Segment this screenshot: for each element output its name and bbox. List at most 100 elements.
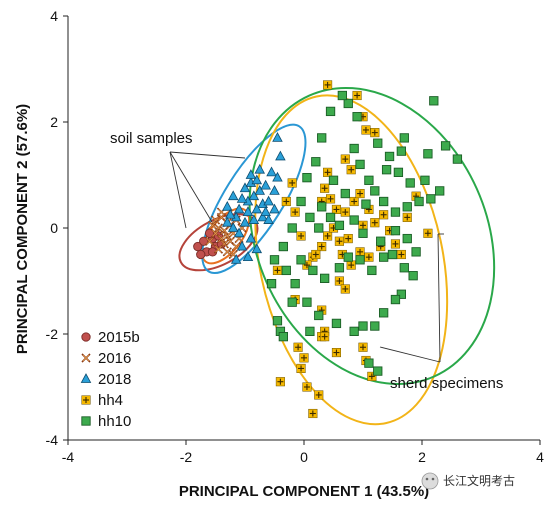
point-hh10 [402,233,412,244]
point-hh10 [390,207,401,217]
legend-marker-2015b [81,332,91,342]
point-2018 [245,169,257,179]
point-hh4 [352,90,362,101]
point-hh4 [346,165,356,175]
point-hh4 [317,242,327,252]
wechat-icon-eye-left [425,477,429,481]
point-2018 [272,171,283,182]
point-2016 [205,236,215,246]
point-hh10 [325,106,336,117]
point-hh10 [287,223,297,233]
point-hh10 [399,133,409,143]
point-2018 [269,203,280,214]
point-2018 [233,203,245,214]
point-hh4 [302,382,312,392]
point-hh10 [408,271,418,281]
point-2018 [236,240,248,251]
point-hh10 [370,321,380,331]
point-hh4 [275,377,285,387]
y-tick-label: -4 [46,432,59,448]
point-hh10 [269,255,280,265]
y-axis-title: PRINCIPAL COMPONENT 2 (57.6%) [14,104,31,354]
point-2018 [222,216,233,227]
x-tick-label: -4 [62,449,75,465]
point-2015b [193,241,203,252]
point-hh10 [314,223,324,233]
ellipse-2018 [201,123,307,275]
point-hh4 [296,363,306,373]
point-2018 [254,163,266,174]
point-hh10 [364,358,374,368]
legend-item-2015b: 2015b [81,329,140,346]
point-2018 [222,200,233,211]
point-hh10 [349,215,359,225]
point-hh10 [376,236,386,246]
point-hh10 [325,212,336,223]
point-hh4 [370,128,380,138]
legend: 2015b 2016 2018 hh4 hh10 [80,329,140,430]
point-hh10 [420,175,430,185]
sherd-leader-line-vertical [437,233,441,363]
point-hh10 [355,159,365,170]
point-hh4 [290,207,300,217]
point-hh10 [281,265,291,276]
point-hh10 [314,310,324,321]
point-2018 [224,208,236,219]
point-hh4 [331,204,341,214]
point-2018 [230,253,242,264]
point-hh10 [296,255,306,265]
annotation-soil-samples: soil samples [110,130,193,147]
x-tick-label: 0 [300,449,308,465]
point-hh10 [349,143,359,154]
point-hh10 [290,279,300,289]
point-hh4 [349,196,359,207]
sherd-leader-line-diagonal [379,346,441,363]
point-hh10 [379,308,389,318]
point-hh10 [399,263,409,273]
point-hh10 [343,98,353,109]
point-2018 [272,132,283,142]
point-2018 [227,190,239,201]
x-tick-label: 2 [418,449,426,465]
point-hh4 [370,218,380,228]
point-2016 [210,215,221,225]
point-2018 [233,227,245,238]
point-hh4 [326,194,336,204]
point-2018 [275,150,286,161]
point-layer [193,80,463,419]
point-hh4 [379,210,389,220]
point-hh4 [390,239,400,249]
point-hh10 [355,255,365,265]
point-hh4 [323,167,333,177]
legend-marker-2016 [81,353,91,363]
point-hh10 [334,263,345,273]
legend-marker-hh10 [81,416,91,426]
annotation-sherd-specimens: sherd specimens [390,375,503,392]
point-hh10 [358,321,368,331]
point-hh4 [311,249,321,260]
point-hh4 [402,212,412,222]
y-tick-label: -2 [46,326,59,342]
point-hh10 [308,265,318,276]
point-hh10 [266,279,277,289]
point-hh10 [390,225,401,236]
point-hh10 [317,133,327,143]
watermark: 长江文明考古 [421,472,515,490]
point-hh10 [311,157,321,167]
point-hh4 [302,260,312,270]
legend-label: hh4 [98,392,123,409]
point-hh10 [296,196,306,207]
point-hh10 [317,202,327,212]
point-2018 [263,214,274,224]
point-hh10 [384,151,395,162]
point-hh4 [340,207,350,217]
point-hh4 [320,183,330,193]
legend-item-2018: 2018 [80,371,131,388]
point-hh10 [337,90,347,101]
point-hh10 [352,112,362,122]
point-2018 [242,251,254,262]
point-hh4 [323,231,333,241]
point-hh10 [452,154,463,164]
legend-label: 2015b [98,329,140,346]
